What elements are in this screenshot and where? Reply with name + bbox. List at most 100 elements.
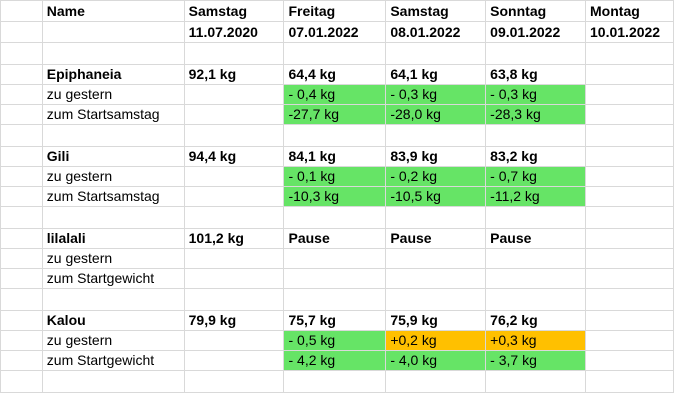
weight-cell[interactable]: 83,2 kg — [485, 146, 587, 167]
cell[interactable] — [585, 288, 674, 311]
header-day-cell[interactable]: Samstag — [385, 0, 487, 22]
row-label-cell[interactable]: zum Startsamstag — [41, 186, 185, 207]
diff-cell[interactable]: -28,3 kg — [485, 104, 587, 125]
cell[interactable] — [0, 21, 43, 43]
weight-cell[interactable]: Pause — [485, 228, 587, 249]
header-date-cell[interactable]: 09.01.2022 — [485, 21, 587, 43]
diff-cell[interactable] — [585, 104, 674, 125]
diff-cell[interactable] — [283, 248, 387, 269]
person-name-cell[interactable]: Gili — [41, 146, 185, 167]
cell[interactable] — [585, 42, 674, 65]
weight-cell[interactable]: 79,9 kg — [183, 310, 285, 331]
cell[interactable] — [0, 350, 43, 371]
cell[interactable] — [41, 288, 185, 311]
cell[interactable] — [183, 42, 285, 65]
cell[interactable] — [183, 124, 285, 147]
diff-cell[interactable] — [183, 268, 285, 289]
cell[interactable] — [0, 228, 43, 249]
diff-cell[interactable] — [585, 268, 674, 289]
cell[interactable] — [0, 146, 43, 167]
person-name-cell[interactable]: Epiphaneia — [41, 64, 185, 85]
cell[interactable] — [485, 124, 587, 147]
cell[interactable] — [183, 206, 285, 229]
cell[interactable] — [283, 42, 387, 65]
diff-cell[interactable] — [183, 84, 285, 105]
cell[interactable] — [0, 166, 43, 187]
cell[interactable] — [485, 370, 587, 393]
diff-cell[interactable] — [485, 248, 587, 269]
diff-cell[interactable] — [183, 166, 285, 187]
diff-cell[interactable] — [283, 268, 387, 289]
diff-cell[interactable] — [183, 186, 285, 207]
cell[interactable] — [0, 42, 43, 65]
cell[interactable] — [385, 124, 487, 147]
diff-cell[interactable]: - 0,3 kg — [485, 84, 587, 105]
cell[interactable] — [385, 288, 487, 311]
header-date-cell[interactable]: 11.07.2020 — [183, 21, 285, 43]
cell[interactable] — [385, 42, 487, 65]
header-name-cell[interactable]: Name — [41, 0, 185, 22]
cell[interactable] — [485, 42, 587, 65]
diff-cell[interactable] — [585, 166, 674, 187]
cell[interactable] — [0, 206, 43, 229]
diff-cell[interactable]: - 0,3 kg — [385, 84, 487, 105]
weight-cell[interactable]: 101,2 kg — [183, 228, 285, 249]
weight-cell[interactable] — [585, 64, 674, 85]
diff-cell[interactable] — [183, 350, 285, 371]
diff-cell[interactable] — [485, 268, 587, 289]
diff-cell[interactable]: - 0,7 kg — [485, 166, 587, 187]
row-label-cell[interactable]: zum Startgewicht — [41, 350, 185, 371]
person-name-cell[interactable]: Kalou — [41, 310, 185, 331]
cell[interactable] — [0, 288, 43, 311]
weight-cell[interactable]: Pause — [283, 228, 387, 249]
cell[interactable] — [0, 310, 43, 331]
cell[interactable] — [0, 104, 43, 125]
cell[interactable] — [183, 288, 285, 311]
diff-cell[interactable] — [183, 104, 285, 125]
weight-cell[interactable]: 92,1 kg — [183, 64, 285, 85]
diff-cell[interactable]: - 4,0 kg — [385, 350, 487, 371]
cell[interactable] — [585, 370, 674, 393]
diff-cell[interactable]: -27,7 kg — [283, 104, 387, 125]
diff-cell[interactable] — [385, 248, 487, 269]
weight-cell[interactable]: 76,2 kg — [485, 310, 587, 331]
cell[interactable] — [41, 370, 185, 393]
cell[interactable] — [0, 370, 43, 393]
diff-cell[interactable] — [585, 248, 674, 269]
cell[interactable] — [385, 206, 487, 229]
cell[interactable] — [485, 206, 587, 229]
row-label-cell[interactable]: zum Startgewicht — [41, 268, 185, 289]
diff-cell[interactable] — [585, 186, 674, 207]
weight-cell[interactable]: 64,1 kg — [385, 64, 487, 85]
row-label-cell[interactable]: zu gestern — [41, 330, 185, 351]
diff-cell[interactable]: -28,0 kg — [385, 104, 487, 125]
cell[interactable] — [283, 124, 387, 147]
diff-cell[interactable]: +0,3 kg — [485, 330, 587, 351]
cell[interactable] — [0, 84, 43, 105]
cell[interactable] — [283, 288, 387, 311]
header-date-cell[interactable]: 08.01.2022 — [385, 21, 487, 43]
cell[interactable] — [283, 206, 387, 229]
row-label-cell[interactable]: zu gestern — [41, 248, 185, 269]
cell[interactable] — [0, 248, 43, 269]
weight-cell[interactable]: 75,9 kg — [385, 310, 487, 331]
person-name-cell[interactable]: lilalali — [41, 228, 185, 249]
weight-cell[interactable] — [585, 228, 674, 249]
diff-cell[interactable]: -11,2 kg — [485, 186, 587, 207]
diff-cell[interactable] — [585, 330, 674, 351]
cell[interactable] — [0, 64, 43, 85]
weight-cell[interactable]: 75,7 kg — [283, 310, 387, 331]
row-label-cell[interactable]: zu gestern — [41, 166, 185, 187]
diff-cell[interactable]: - 0,2 kg — [385, 166, 487, 187]
header-day-cell[interactable]: Samstag — [183, 0, 285, 22]
weight-cell[interactable] — [585, 146, 674, 167]
diff-cell[interactable] — [385, 268, 487, 289]
cell[interactable] — [0, 268, 43, 289]
header-day-cell[interactable]: Freitag — [283, 0, 387, 22]
header-day-cell[interactable]: Montag — [585, 0, 674, 22]
diff-cell[interactable]: - 4,2 kg — [283, 350, 387, 371]
weight-cell[interactable]: 83,9 kg — [385, 146, 487, 167]
row-label-cell[interactable]: zu gestern — [41, 84, 185, 105]
diff-cell[interactable]: - 0,4 kg — [283, 84, 387, 105]
header-date-cell[interactable]: 10.01.2022 — [585, 21, 674, 43]
